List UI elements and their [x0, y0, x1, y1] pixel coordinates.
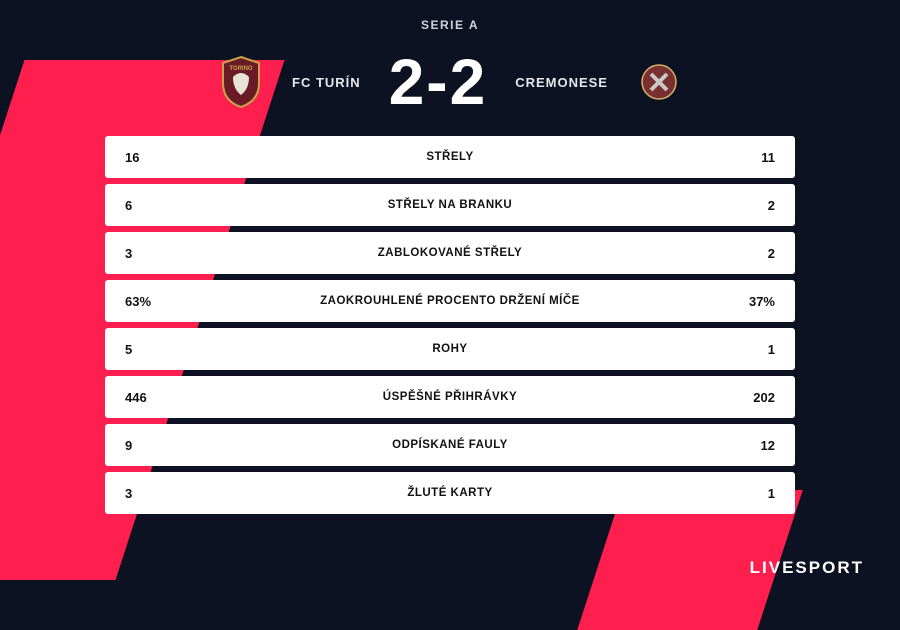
score-row: TORINO FC TURÍN 2-2 CREMONESE [218, 50, 682, 114]
stat-row: 63%ZAOKROUHLENÉ PROCENTO DRŽENÍ MÍČE37% [105, 280, 795, 322]
content-wrapper: SERIE A TORINO FC TURÍN 2-2 CREMONESE 16… [0, 0, 900, 600]
stat-label: ODPÍSKANÉ FAULY [217, 439, 683, 451]
stat-row: 3ZABLOKOVANÉ STŘELY2 [105, 232, 795, 274]
stat-label: ÚSPĚŠNÉ PŘIHRÁVKY [217, 391, 683, 403]
stat-label: STŘELY [217, 151, 683, 163]
stat-row: 446ÚSPĚŠNÉ PŘIHRÁVKY202 [105, 376, 795, 418]
stats-table: 16STŘELY116STŘELY NA BRANKU23ZABLOKOVANÉ… [105, 136, 795, 514]
stat-home-value: 9 [125, 438, 217, 453]
stat-row: 9ODPÍSKANÉ FAULY12 [105, 424, 795, 466]
stat-home-value: 16 [125, 150, 217, 165]
stat-away-value: 2 [683, 198, 775, 213]
svg-text:TORINO: TORINO [229, 66, 253, 72]
stat-label: ZABLOKOVANÉ STŘELY [217, 247, 683, 259]
brand-text: LIVESPORT [750, 558, 864, 578]
stat-away-value: 12 [683, 438, 775, 453]
stat-label: ROHY [217, 343, 683, 355]
stat-away-value: 2 [683, 246, 775, 261]
stat-label: STŘELY NA BRANKU [217, 199, 683, 211]
stat-row: 5ROHY1 [105, 328, 795, 370]
stat-label: ZAOKROUHLENÉ PROCENTO DRŽENÍ MÍČE [217, 295, 683, 307]
stat-home-value: 3 [125, 486, 217, 501]
stat-home-value: 6 [125, 198, 217, 213]
stat-away-value: 1 [683, 342, 775, 357]
stat-away-value: 202 [683, 390, 775, 405]
away-team-name: CREMONESE [515, 75, 608, 90]
stat-row: 6STŘELY NA BRANKU2 [105, 184, 795, 226]
stat-row: 3ŽLUTÉ KARTY1 [105, 472, 795, 514]
stat-home-value: 63% [125, 294, 217, 309]
score-display: 2-2 [389, 50, 488, 114]
stat-home-value: 3 [125, 246, 217, 261]
stat-row: 16STŘELY11 [105, 136, 795, 178]
league-label: SERIE A [421, 18, 479, 32]
away-score: 2 [450, 46, 488, 118]
away-badge-icon [636, 54, 682, 110]
score-separator: - [426, 46, 449, 118]
stat-away-value: 1 [683, 486, 775, 501]
stat-label: ŽLUTÉ KARTY [217, 487, 683, 499]
stat-home-value: 5 [125, 342, 217, 357]
home-score: 2 [389, 46, 427, 118]
stat-away-value: 11 [683, 150, 775, 165]
home-badge-icon: TORINO [218, 54, 264, 110]
stat-away-value: 37% [683, 294, 775, 309]
home-team-name: FC TURÍN [292, 75, 361, 90]
brand-logo: LIVESPORT [712, 554, 864, 582]
stat-home-value: 446 [125, 390, 217, 405]
brand-mark-icon [712, 554, 740, 582]
